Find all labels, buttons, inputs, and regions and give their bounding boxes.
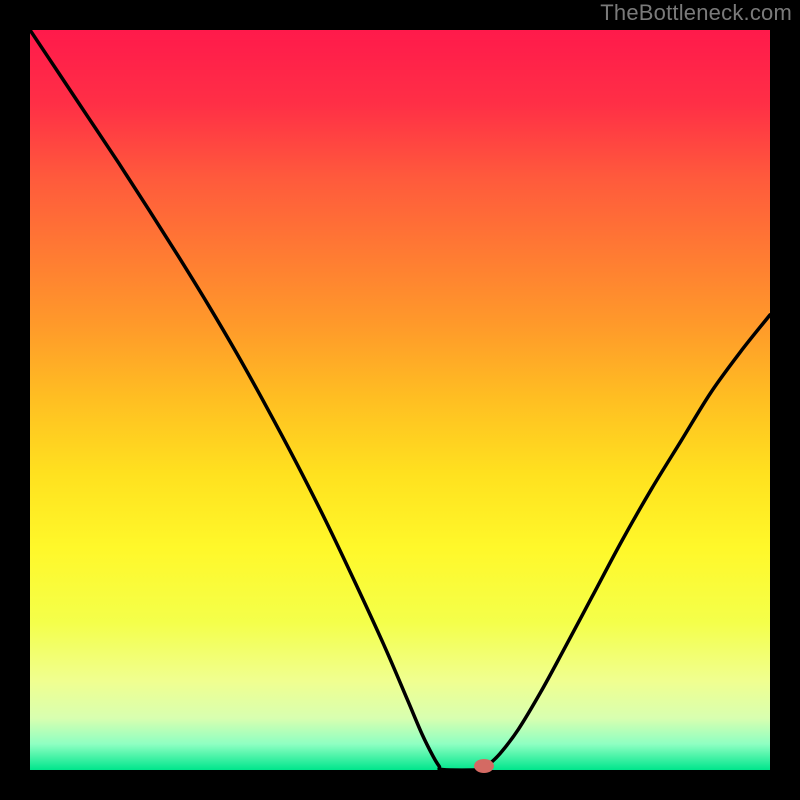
bottleneck-curve [30,30,770,770]
plot-area [30,30,770,770]
watermark-text: TheBottleneck.com [600,0,792,26]
optimum-marker [474,759,494,773]
chart-frame: TheBottleneck.com [0,0,800,800]
